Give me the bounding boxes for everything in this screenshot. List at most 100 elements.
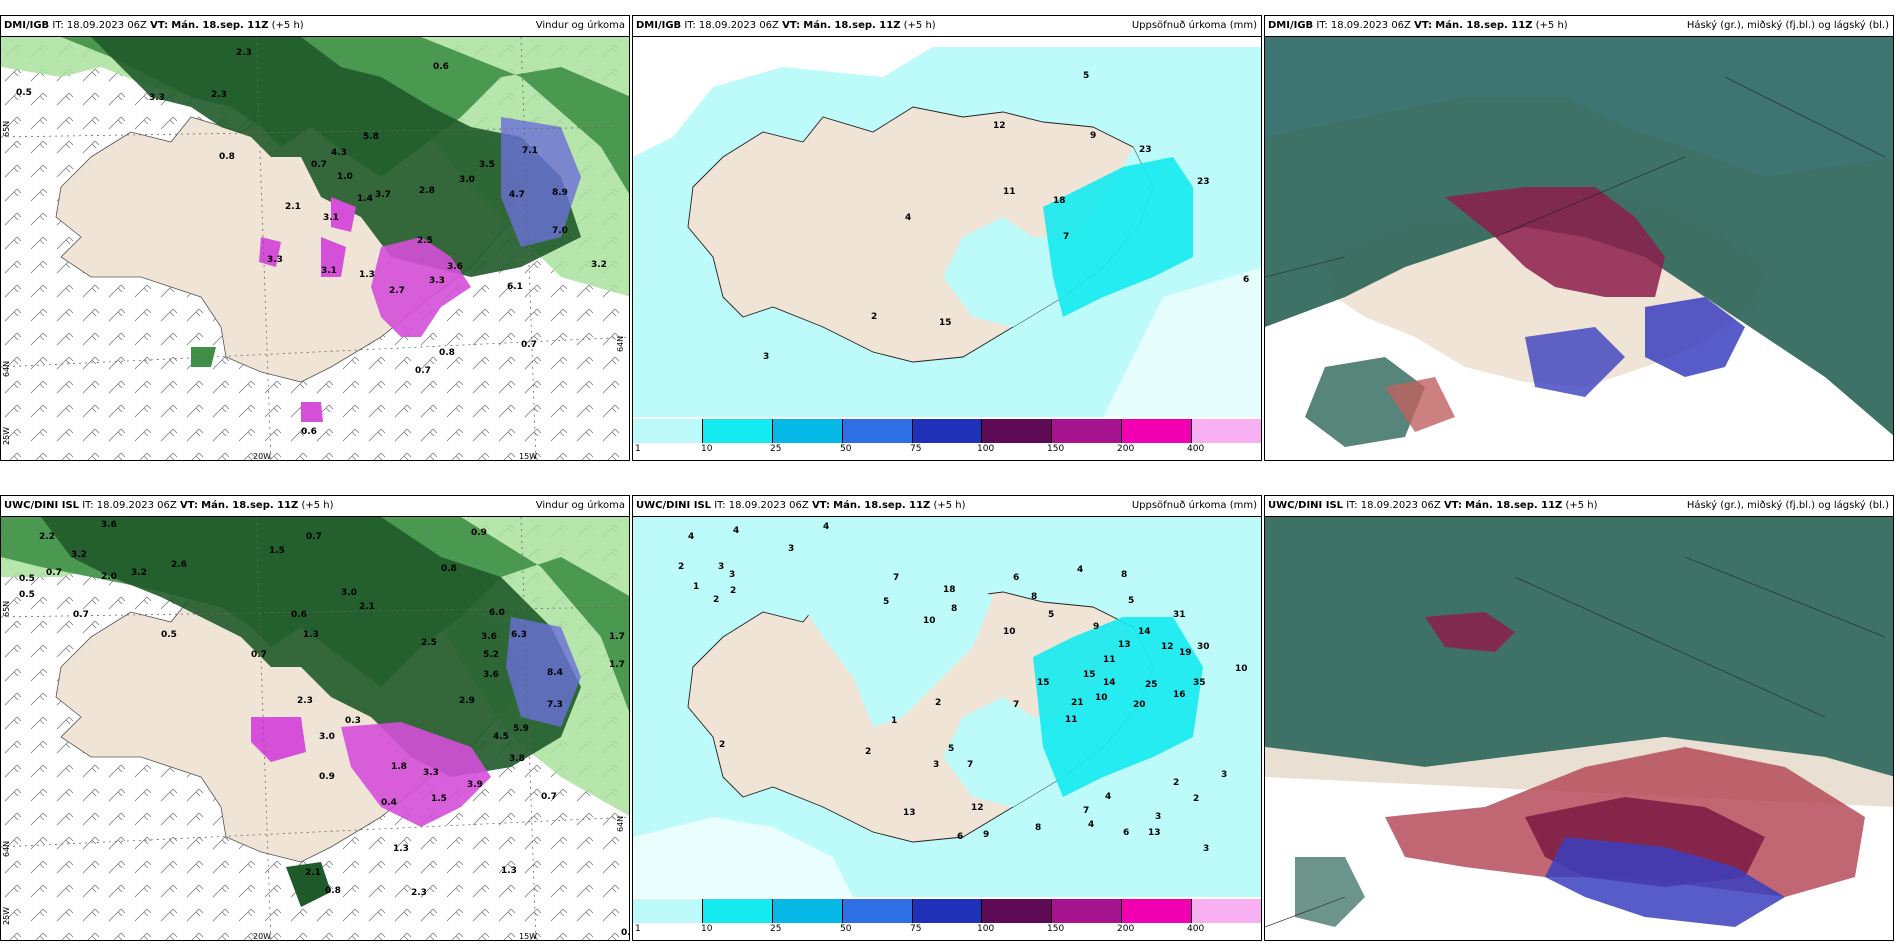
lon-label: 25W bbox=[2, 427, 11, 445]
accum-label: 18 bbox=[1053, 196, 1066, 206]
precip-label: 2.3 bbox=[211, 90, 227, 100]
precip-label: 1.3 bbox=[303, 630, 319, 640]
precip-label: 0.7 bbox=[541, 792, 557, 802]
precip-label: 4.3 bbox=[331, 148, 347, 158]
colorbar-label: 75 bbox=[910, 444, 922, 454]
colorbar-label: 10 bbox=[701, 924, 713, 934]
map-accum-precip[interactable]: 4 4 3 4 2 1 3 2 2 7 5 10 8 18 6 8 5 4 8 … bbox=[633, 517, 1261, 897]
lat-label: 65N bbox=[2, 601, 11, 617]
accum-label: 7 bbox=[967, 760, 973, 770]
map-accum-precip[interactable]: 5 12 9 11 23 23 18 4 7 2 15 3 6 bbox=[633, 37, 1261, 417]
accum-label: 13 bbox=[1118, 640, 1131, 650]
accum-label: 14 bbox=[1138, 627, 1151, 637]
map-clouds[interactable] bbox=[1265, 517, 1893, 940]
model-name: DMI/IGB bbox=[4, 20, 50, 31]
precip-label: 0.7 bbox=[521, 340, 537, 350]
precip-label: 3.3 bbox=[267, 255, 283, 265]
colorbar-swatch bbox=[633, 419, 703, 443]
colorbar-swatch bbox=[1122, 899, 1193, 923]
precip-label: 3.6 bbox=[483, 670, 499, 680]
precip-label: 3.1 bbox=[323, 213, 339, 223]
colorbar-label: 1 bbox=[635, 444, 641, 454]
panel-header: UWC/DINI ISL IT: 18.09.2023 06Z VT: Mán.… bbox=[1, 496, 629, 517]
colorbar-swatch bbox=[1122, 419, 1193, 443]
precip-label: 0.4 bbox=[381, 798, 397, 808]
colorbar-labels: 1 10 25 50 75 100 150 200 400 bbox=[633, 924, 1261, 936]
lead-offset: (+5 h) bbox=[903, 20, 936, 31]
accum-label: 3 bbox=[763, 352, 769, 362]
precip-label: 5.9 bbox=[513, 724, 529, 734]
colorbar-swatch bbox=[1192, 899, 1261, 923]
lead-offset: (+5 h) bbox=[301, 500, 334, 511]
model-name: DMI/IGB bbox=[636, 20, 682, 31]
accum-label: 3 bbox=[1203, 844, 1209, 854]
accum-label: 2 bbox=[1173, 778, 1179, 788]
map-clouds[interactable] bbox=[1265, 37, 1893, 460]
precip-label: 3.3 bbox=[429, 276, 445, 286]
map-wind-precip[interactable]: 3.6 2.2 0.5 0.7 0.5 3.2 2.0 2.6 3.2 0.7 … bbox=[1, 517, 629, 940]
precip-label: 0.6 bbox=[301, 427, 317, 437]
accum-label: 5 bbox=[1128, 596, 1134, 606]
precip-label: 3.2 bbox=[131, 568, 147, 578]
precip-label: 7.3 bbox=[547, 700, 563, 710]
accum-label: 10 bbox=[1003, 627, 1016, 637]
valid-label: VT: bbox=[1443, 500, 1462, 511]
precip-label: 3.9 bbox=[467, 780, 483, 790]
accum-label: 4 bbox=[688, 532, 694, 542]
accum-label: 12 bbox=[1161, 642, 1174, 652]
accum-label: 15 bbox=[939, 318, 952, 328]
colorbar-label: 150 bbox=[1047, 444, 1065, 454]
accum-label: 3 bbox=[1221, 770, 1227, 780]
precip-label: 2.1 bbox=[359, 602, 375, 612]
accum-label: 19 bbox=[1179, 648, 1192, 658]
panel-title: Uppsöfnuð úrkoma (mm) bbox=[1131, 20, 1257, 31]
precip-label: 0.7 bbox=[306, 532, 322, 542]
valid-label: VT: bbox=[811, 500, 830, 511]
accum-label: 10 bbox=[1095, 693, 1108, 703]
accum-label: 20 bbox=[1133, 700, 1146, 710]
precip-label: 8.9 bbox=[552, 188, 568, 198]
precip-label: 0.5 bbox=[19, 574, 35, 584]
precip-label: 0.7 bbox=[73, 610, 89, 620]
accum-label: 7 bbox=[1083, 806, 1089, 816]
accum-label: 5 bbox=[1083, 71, 1089, 81]
colorbar-swatch bbox=[772, 419, 843, 443]
colorbar-label: 100 bbox=[977, 924, 995, 934]
colorbar-label: 50 bbox=[840, 924, 852, 934]
colorbar-swatch bbox=[842, 899, 913, 923]
accum-label: 2 bbox=[678, 562, 684, 572]
lat-label: 64N bbox=[616, 816, 625, 832]
panel-wind-precip-dmi: DMI/IGB IT: 18.09.2023 06Z VT: Mán. 18.s… bbox=[0, 15, 630, 461]
colorbar-swatch bbox=[702, 899, 773, 923]
accum-label: 2 bbox=[871, 312, 877, 322]
precip-label: 3.2 bbox=[591, 260, 607, 270]
model-name: UWC/DINI ISL bbox=[636, 500, 712, 511]
precip-label: 6.3 bbox=[511, 630, 527, 640]
precip-label: 5.8 bbox=[363, 132, 379, 142]
accum-label: 11 bbox=[1003, 187, 1016, 197]
colorbar-label: 400 bbox=[1187, 924, 1205, 934]
colorbar-swatch bbox=[1192, 419, 1261, 443]
accum-label: 21 bbox=[1071, 698, 1084, 708]
accum-label: 2 bbox=[1193, 794, 1199, 804]
colorbar-swatch bbox=[633, 899, 703, 923]
precip-label: 1.5 bbox=[431, 794, 447, 804]
init-time: IT: 18.09.2023 06Z bbox=[52, 20, 147, 31]
accum-label: 1 bbox=[693, 582, 699, 592]
precip-label: 0.5 bbox=[19, 590, 35, 600]
colorbar-label: 200 bbox=[1117, 444, 1135, 454]
colorbar-swatch bbox=[772, 899, 843, 923]
precip-label: 0.7 bbox=[311, 160, 327, 170]
accum-label: 15 bbox=[1083, 670, 1096, 680]
precip-label: 3.2 bbox=[71, 550, 87, 560]
accum-label: 12 bbox=[993, 121, 1006, 131]
precip-label: 2.3 bbox=[297, 696, 313, 706]
precip-label: 0.5 bbox=[161, 630, 177, 640]
valid-time: Mán. 18.sep. 11Z bbox=[833, 500, 931, 511]
accum-label: 2 bbox=[730, 586, 736, 596]
precip-label: 3.6 bbox=[481, 632, 497, 642]
colorbar-swatch bbox=[1052, 899, 1123, 923]
precip-label: 1.4 bbox=[357, 194, 373, 204]
colorbar bbox=[633, 419, 1261, 443]
map-wind-precip[interactable]: 2.3 0.5 2.3 3.3 0.8 5.8 0.6 0.7 1.0 4.3 … bbox=[1, 37, 629, 460]
